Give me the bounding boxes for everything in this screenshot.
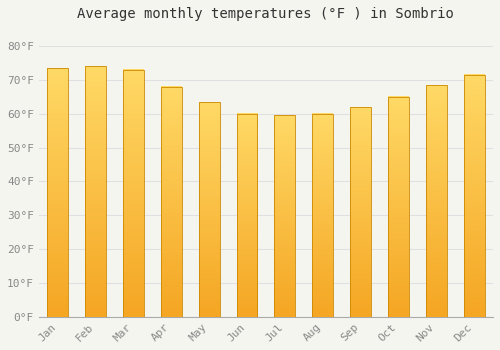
Bar <box>350 107 371 317</box>
Title: Average monthly temperatures (°F ) in Sombrio: Average monthly temperatures (°F ) in So… <box>78 7 454 21</box>
Bar <box>426 85 446 317</box>
Bar <box>198 102 220 317</box>
Bar <box>85 66 106 317</box>
Bar <box>464 75 484 317</box>
Bar <box>312 114 333 317</box>
Bar <box>161 86 182 317</box>
Bar <box>274 116 295 317</box>
Bar <box>236 114 258 317</box>
Bar <box>388 97 409 317</box>
Bar <box>123 70 144 317</box>
Bar <box>48 68 68 317</box>
